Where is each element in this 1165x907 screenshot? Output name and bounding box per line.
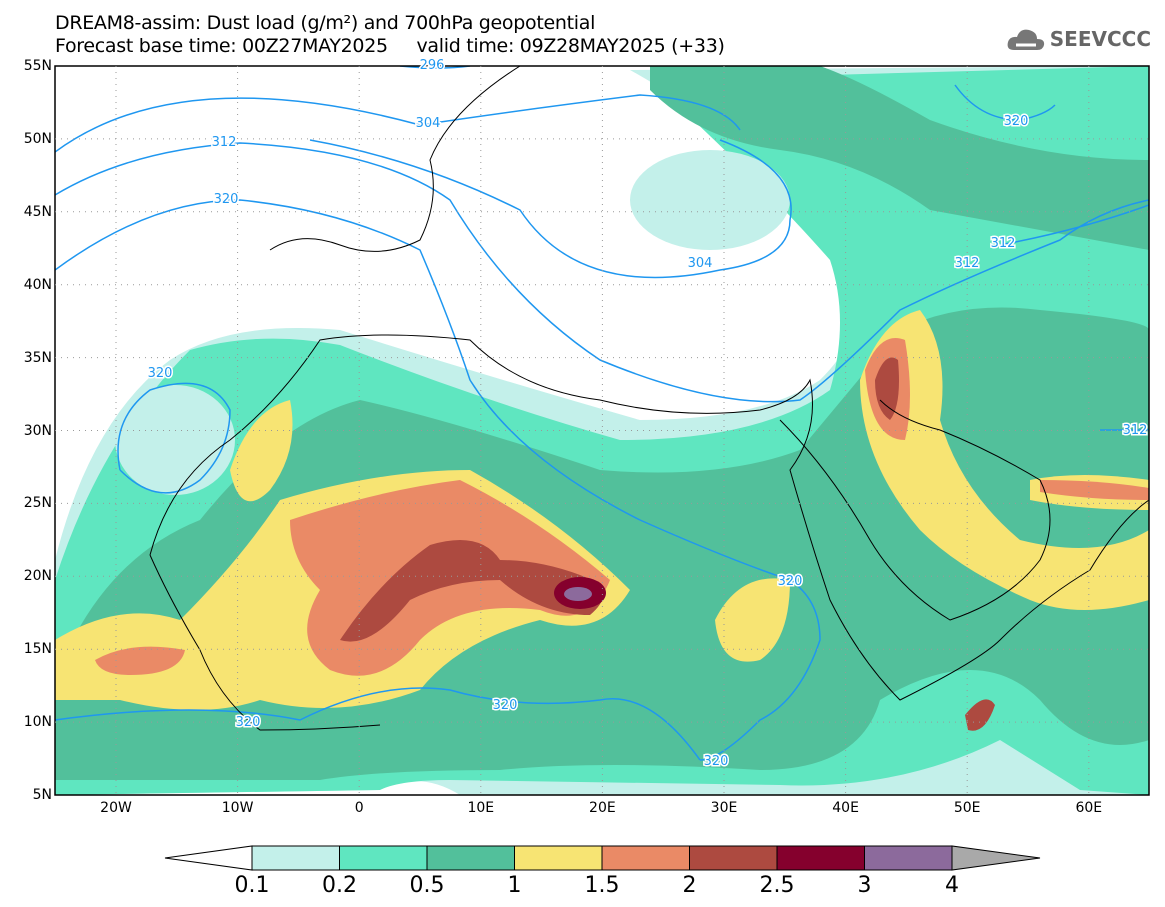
colorbar-tick-label: 2 — [682, 873, 697, 898]
dust-region-3 — [564, 587, 592, 601]
contour-320 — [55, 199, 821, 761]
contour-label: 312 — [991, 236, 1016, 251]
contour-label: 320 — [704, 754, 729, 769]
contour-label: 304 — [416, 116, 441, 131]
dust-region-2-iraq — [875, 357, 899, 420]
contour-312 — [55, 142, 1149, 403]
map-title: DREAM8-assim: Dust load (g/m²) and 700hP… — [55, 12, 596, 34]
contour-label: 320 — [1004, 114, 1029, 129]
atlantic-light-area — [115, 385, 235, 495]
lon-label: 10W — [221, 800, 254, 816]
seevccc-logo: SEEVCCC — [1006, 26, 1151, 52]
contour-304 — [55, 94, 792, 279]
lon-label: 50E — [953, 800, 981, 816]
lat-label: 25N — [23, 495, 52, 512]
contour-label: 312 — [955, 256, 980, 271]
lat-label: 20N — [23, 568, 52, 585]
contour-label: 320 — [148, 366, 173, 381]
lon-label: 40E — [832, 800, 859, 816]
dust-region-1-morocco — [230, 400, 293, 502]
dust-region-0.5-north — [650, 66, 1149, 250]
lon-label: 10E — [467, 800, 495, 816]
lon-label: 60E — [1075, 800, 1103, 816]
dust-region-1-east — [860, 310, 1149, 610]
colorbar-swatch — [251, 845, 340, 871]
dust-region-2-somalia — [965, 699, 995, 731]
colorbar-tick-label: 0.5 — [409, 873, 445, 898]
colorbar-min-arrow — [164, 845, 253, 871]
colorbar-tick-label: 1.5 — [584, 873, 620, 898]
lat-label: 30N — [23, 422, 52, 439]
contour-label: 320 — [214, 192, 239, 207]
colorbar-tick-label: 2.5 — [759, 873, 795, 898]
lat-label: 35N — [23, 349, 52, 366]
colorbar-max-arrow — [951, 845, 1041, 871]
cloud-icon — [1007, 29, 1044, 50]
dust-region-1.5-wafrica — [95, 646, 185, 675]
colorbar-tick-label: 3 — [857, 873, 872, 898]
lon-label: 30E — [710, 800, 738, 816]
lat-label: 5N — [32, 787, 52, 803]
lon-label: 20E — [589, 800, 616, 816]
colorbar-swatch — [601, 845, 690, 871]
lat-label: 55N — [23, 58, 52, 74]
lon-label: 20W — [100, 800, 132, 816]
lat-label: 15N — [23, 641, 52, 658]
contour-label: 312 — [1123, 423, 1148, 438]
colorbar-swatch — [689, 845, 778, 871]
contour-320-ne — [954, 84, 1056, 121]
coastlines — [149, 66, 1149, 731]
colorbar-tick-label: 1 — [507, 873, 522, 898]
logo-text: SEEVCCC — [1049, 27, 1151, 51]
colorbar — [164, 845, 1041, 871]
contour-label: 320 — [493, 698, 518, 713]
contour-320-atlantic — [117, 382, 231, 494]
dust-region-1-sudan — [715, 578, 790, 662]
dust-region-1.5-gulf — [1040, 480, 1149, 500]
colorbar-swatch — [776, 845, 865, 871]
contour-label: 312 — [212, 135, 237, 150]
contour-312-east — [999, 204, 1149, 431]
lat-label: 50N — [23, 130, 52, 147]
colorbar-tick-label: 0.2 — [322, 873, 357, 898]
contour-label: 320 — [236, 715, 261, 730]
forecast-times: Forecast base time: 00Z27MAY2025 valid t… — [55, 35, 725, 57]
geopotential-contours — [55, 66, 1149, 761]
lat-label: 10N — [23, 714, 52, 731]
contour-label: 296 — [420, 58, 445, 73]
colorbar-swatch — [864, 845, 953, 871]
black-sea-light-area — [630, 150, 790, 250]
lon-label: 0 — [354, 800, 364, 816]
lat-label: 45N — [23, 203, 52, 220]
colorbar-swatch — [426, 845, 515, 871]
contour-label: 304 — [688, 256, 713, 271]
colorbar-swatch — [514, 845, 603, 871]
dust-region-2 — [340, 540, 603, 642]
colorbar-tick-label: 0.1 — [234, 873, 270, 898]
lat-label: 40N — [23, 276, 52, 293]
colorbar-swatch — [339, 845, 428, 871]
colorbar-tick-label: 4 — [945, 873, 959, 898]
contour-label: 320 — [778, 574, 803, 589]
